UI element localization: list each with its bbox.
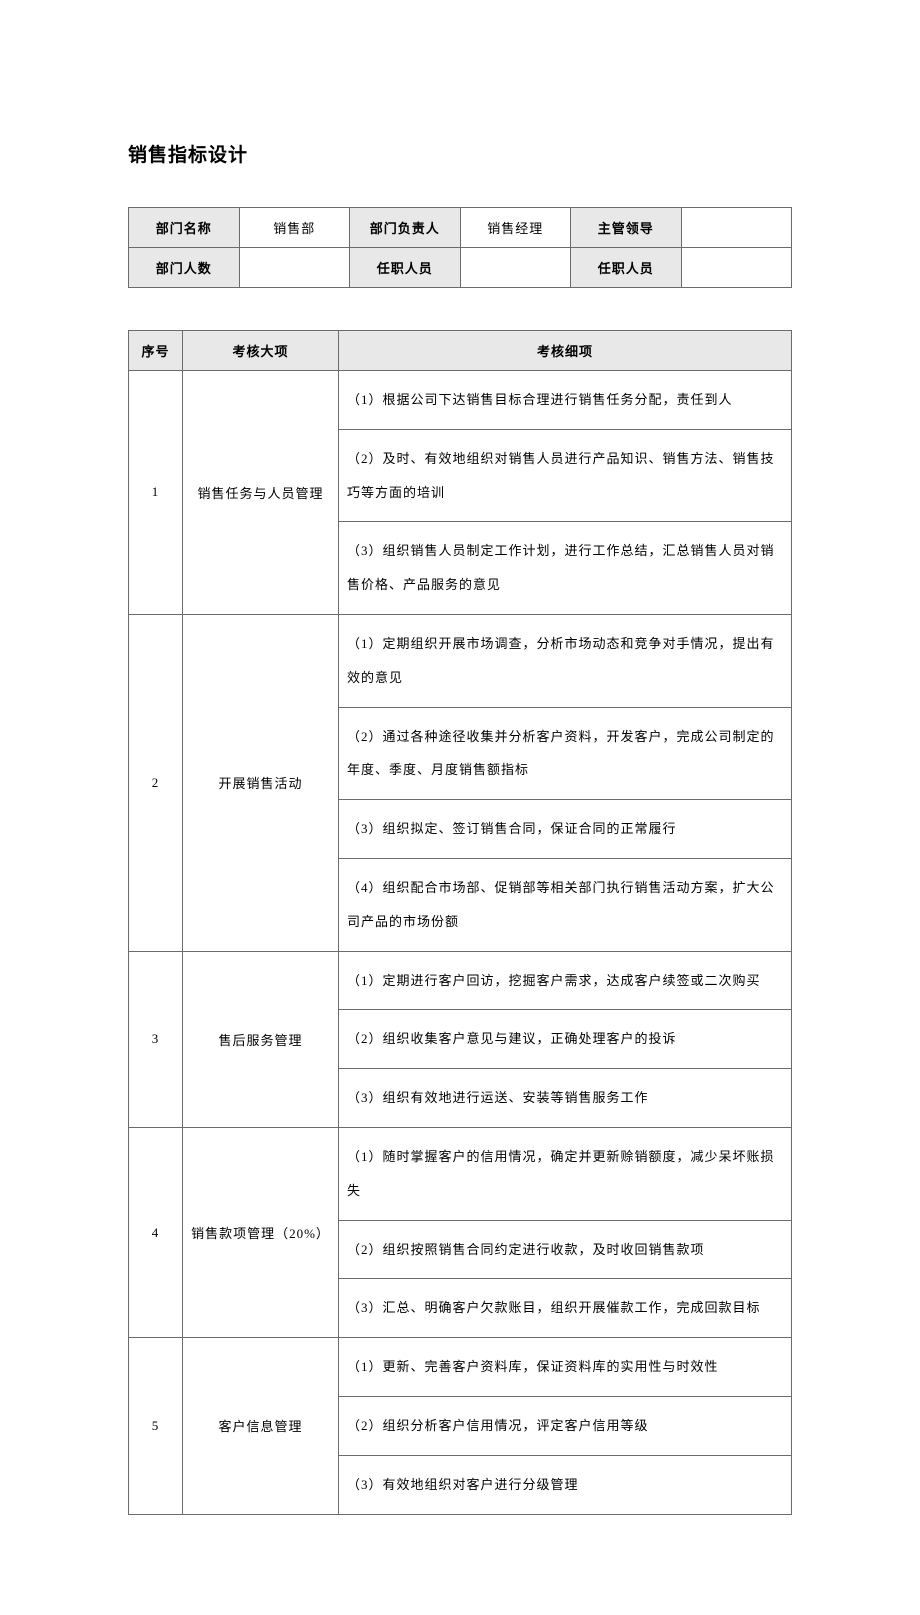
detail-cell: （2）通过各种途径收集并分析客户资料，开发客户，完成公司制定的年度、季度、月度销… <box>339 707 792 800</box>
table-row: 3售后服务管理（1）定期进行客户回访，挖掘客户需求，达成客户续签或二次购买 <box>129 951 792 1010</box>
category-cell: 开展销售活动 <box>183 614 339 951</box>
table-row: 2开展销售活动（1）定期组织开展市场调查，分析市场动态和竞争对手情况，提出有效的… <box>129 614 792 707</box>
category-cell: 销售款项管理（20%） <box>183 1127 339 1337</box>
detail-cell: （1）定期组织开展市场调查，分析市场动态和竞争对手情况，提出有效的意见 <box>339 614 792 707</box>
table-row: 5客户信息管理（1）更新、完善客户资料库，保证资料库的实用性与时效性 <box>129 1338 792 1397</box>
info-row: 部门名称销售部部门负责人销售经理主管领导 <box>129 208 792 248</box>
info-label-cell: 主管领导 <box>571 208 682 248</box>
detail-cell: （3）组织拟定、签订销售合同，保证合同的正常履行 <box>339 800 792 859</box>
row-number-cell: 3 <box>129 951 183 1127</box>
header-detail: 考核细项 <box>339 331 792 371</box>
detail-cell: （2）组织收集客户意见与建议，正确处理客户的投诉 <box>339 1010 792 1069</box>
info-value-cell: 销售经理 <box>460 208 571 248</box>
header-category: 考核大项 <box>183 331 339 371</box>
category-cell: 销售任务与人员管理 <box>183 371 339 615</box>
detail-cell: （4）组织配合市场部、促销部等相关部门执行销售活动方案，扩大公司产品的市场份额 <box>339 858 792 951</box>
info-value-cell: 销售部 <box>239 208 350 248</box>
info-value-cell <box>460 248 571 288</box>
detail-cell: （2）及时、有效地组织对销售人员进行产品知识、销售方法、销售技巧等方面的培训 <box>339 429 792 522</box>
info-label-cell: 任职人员 <box>350 248 461 288</box>
info-value-cell <box>681 208 792 248</box>
detail-cell: （3）组织有效地进行运送、安装等销售服务工作 <box>339 1069 792 1128</box>
info-value-cell <box>681 248 792 288</box>
info-label-cell: 部门人数 <box>129 248 240 288</box>
page-title: 销售指标设计 <box>128 140 792 167</box>
detail-cell: （1）更新、完善客户资料库，保证资料库的实用性与时效性 <box>339 1338 792 1397</box>
detail-cell: （3）有效地组织对客户进行分级管理 <box>339 1455 792 1514</box>
info-value-cell <box>239 248 350 288</box>
detail-cell: （1）定期进行客户回访，挖掘客户需求，达成客户续签或二次购买 <box>339 951 792 1010</box>
detail-cell: （2）组织按照销售合同约定进行收款，及时收回销售款项 <box>339 1220 792 1279</box>
detail-cell: （1）根据公司下达销售目标合理进行销售任务分配，责任到人 <box>339 371 792 430</box>
row-number-cell: 5 <box>129 1338 183 1514</box>
department-info-table: 部门名称销售部部门负责人销售经理主管领导部门人数任职人员任职人员 <box>128 207 792 288</box>
detail-cell: （3）组织销售人员制定工作计划，进行工作总结，汇总销售人员对销售价格、产品服务的… <box>339 522 792 615</box>
info-label-cell: 任职人员 <box>571 248 682 288</box>
assessment-table: 序号 考核大项 考核细项 1销售任务与人员管理（1）根据公司下达销售目标合理进行… <box>128 330 792 1515</box>
table-row: 1销售任务与人员管理（1）根据公司下达销售目标合理进行销售任务分配，责任到人 <box>129 371 792 430</box>
table-row: 4销售款项管理（20%）（1）随时掌握客户的信用情况，确定并更新赊销额度，减少呆… <box>129 1127 792 1220</box>
info-row: 部门人数 任职人员 任职人员 <box>129 248 792 288</box>
row-number-cell: 2 <box>129 614 183 951</box>
category-cell: 客户信息管理 <box>183 1338 339 1514</box>
detail-cell: （2）组织分析客户信用情况，评定客户信用等级 <box>339 1396 792 1455</box>
info-label-cell: 部门名称 <box>129 208 240 248</box>
detail-cell: （3）汇总、明确客户欠款账目，组织开展催款工作，完成回款目标 <box>339 1279 792 1338</box>
row-number-cell: 4 <box>129 1127 183 1337</box>
row-number-cell: 1 <box>129 371 183 615</box>
category-cell: 售后服务管理 <box>183 951 339 1127</box>
detail-cell: （1）随时掌握客户的信用情况，确定并更新赊销额度，减少呆坏账损失 <box>339 1127 792 1220</box>
header-num: 序号 <box>129 331 183 371</box>
info-label-cell: 部门负责人 <box>350 208 461 248</box>
